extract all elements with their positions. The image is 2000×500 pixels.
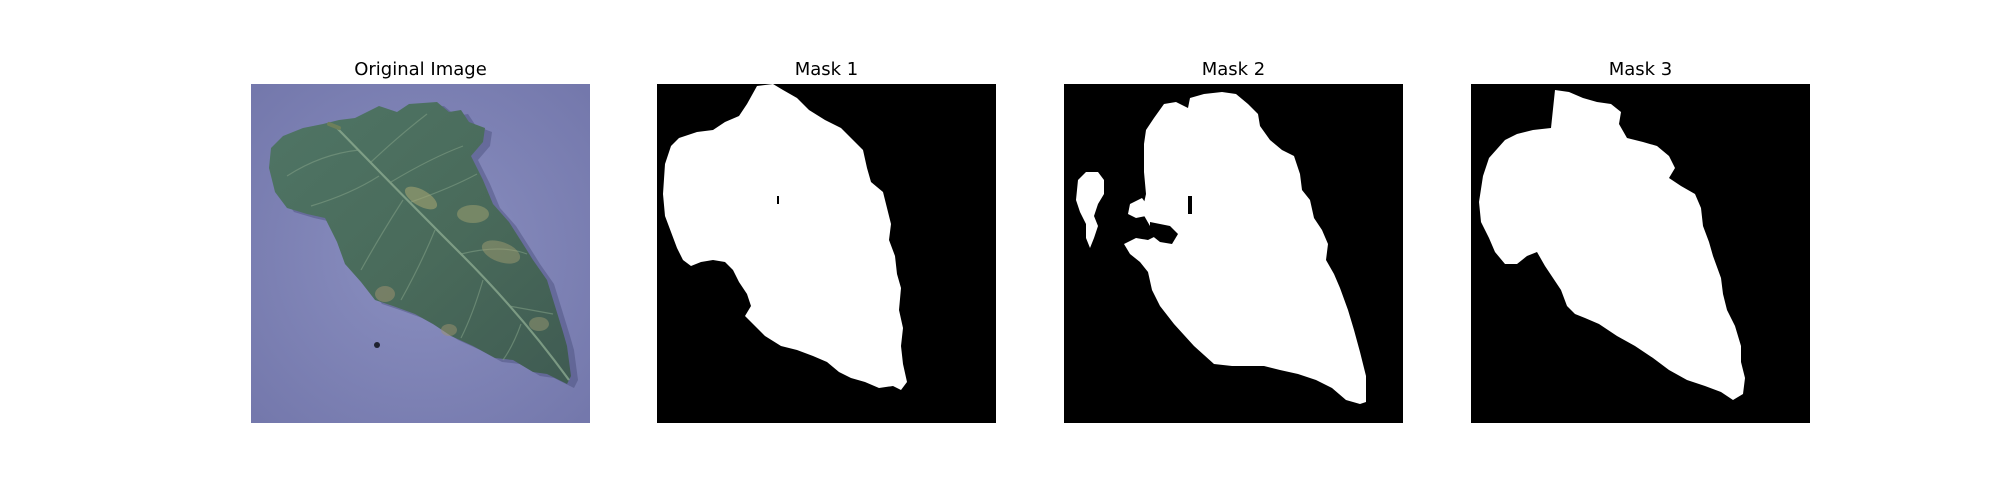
panel-mask-1: Mask 1 (657, 0, 996, 500)
original-leaf-photo (251, 84, 590, 423)
mask-fragment (1128, 198, 1148, 218)
leaf-lesion (457, 205, 489, 223)
panel-mask-3: Mask 3 (1471, 0, 1810, 500)
mask-gap (1150, 222, 1178, 244)
leaf-lesion (404, 186, 438, 210)
panel-original-image: Original Image (251, 0, 590, 500)
mask-blob-left (1076, 172, 1104, 248)
panel-title: Mask 1 (794, 59, 859, 80)
mask-foreground (663, 84, 907, 390)
mask-foreground (1479, 90, 1745, 400)
leaf-shape (269, 102, 571, 384)
panel-title: Original Image (354, 59, 487, 80)
mask-foreground (1124, 92, 1366, 404)
leaf-midrib (336, 127, 570, 381)
mask-3-image (1471, 84, 1810, 423)
mask-1-image (657, 84, 996, 423)
leaf-lesion (441, 324, 457, 336)
panel-title: Mask 3 (1608, 59, 1673, 80)
leaf-petiole (327, 122, 341, 130)
leaf-lesion (529, 317, 549, 331)
leaf-lesion (375, 286, 395, 302)
leaf-lesion (481, 240, 521, 264)
mask-2-image (1064, 84, 1403, 423)
panel-mask-2: Mask 2 (1064, 0, 1403, 500)
background-speck (374, 342, 380, 348)
panel-title: Mask 2 (1201, 59, 1266, 80)
